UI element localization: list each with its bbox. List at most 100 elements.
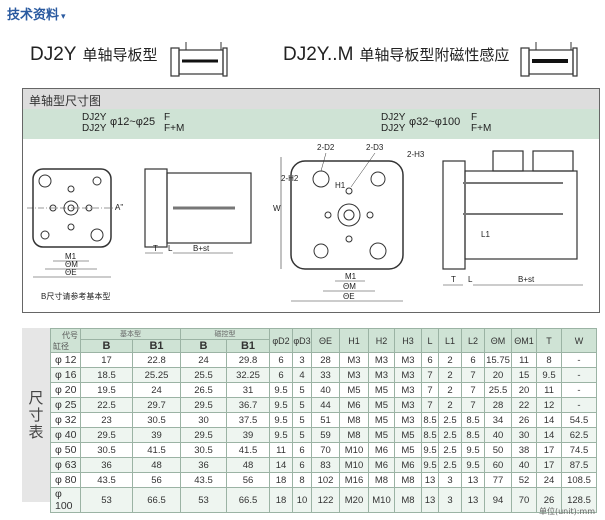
table-cell: 36 [180,457,227,473]
bore-size-cell: φ 40 [50,427,81,443]
table-cell: 66.5 [226,487,270,513]
table-cell: 122 [311,487,340,513]
table-cell: 8 [536,352,562,368]
table-cell: 59 [311,427,340,443]
column-header: W [561,328,597,353]
table-row: φ 80 43.5 56 43.5 56 18 8 102 M16 M8 M8 13 3 13 77 52 24… [50,472,597,488]
table-cell: M6 [339,397,369,413]
table-cell: 7 [461,367,485,383]
column-header: B1 [226,339,270,353]
bore-size-cell: φ 32 [50,412,81,428]
table-cell: 44 [311,397,340,413]
table-cell: 13 [421,487,439,513]
bore-size-cell: φ 80 [50,472,81,488]
table-cell: M8 [339,412,369,428]
table-cell: 11 [511,352,537,368]
table-cell: M5 [368,397,395,413]
bore-size-cell: φ 25 [50,397,81,413]
table-cell: 2.5 [438,442,462,458]
table-cell: 54.5 [561,412,597,428]
product-name: 单轴导板型 [82,47,158,64]
table-cell: M5 [368,412,395,428]
table-cell: 29.5 [180,427,227,443]
table-cell: 52 [511,472,537,488]
table-cell: M3 [394,367,422,383]
table-cell: 14 [269,457,293,473]
table-cell: 17 [80,352,133,368]
table-cell: 30.5 [132,412,181,428]
table-cell: M3 [339,352,369,368]
table-cell: 13 [461,487,485,513]
table-cell: 62.5 [561,427,597,443]
table-cell: M6 [368,442,395,458]
table-cell: 53 [180,487,227,513]
table-cell: 60 [484,457,512,473]
label-w: W [273,204,281,213]
section-title-text: 技术资料 [7,8,60,23]
table-cell: 48 [132,457,181,473]
table-cell: M8 [394,487,422,513]
table-cell: 8.5 [461,427,485,443]
table-cell: 26.5 [180,382,227,398]
label-m1: M1 [65,252,77,261]
drawing-note: B尺寸请参考基本型 [41,291,110,301]
option-fm: F+M [471,123,492,134]
table-cell: 74.5 [561,442,597,458]
table-cell: 15 [511,367,537,383]
table-cell: 83 [311,457,340,473]
table-cell: M6 [368,457,395,473]
table-cell: 2.5 [438,457,462,473]
table-cell: M10 [339,457,369,473]
table-cell: 66.5 [132,487,181,513]
section-title[interactable]: 技术资料 ▾ [7,4,66,23]
label-l: L [168,244,173,253]
table-cell: 24 [132,382,181,398]
table-cell: M8 [339,427,369,443]
table-cell: 24 [180,352,227,368]
model-line: DJ2Y [381,123,406,134]
table-cell: 7 [461,382,485,398]
table-cell: M5 [394,427,422,443]
table-cell: M5 [368,382,395,398]
table-cell: 3 [438,487,462,513]
table-cell: 34 [484,412,512,428]
table-cell: M5 [368,427,395,443]
cylinder-icon [170,42,228,77]
table-cell: 30 [180,412,227,428]
table-cell: 10 [292,487,312,513]
unit-note: 单位(unit):mm [538,507,595,516]
table-cell: M6 [394,457,422,473]
column-header: H2 [368,328,395,353]
table-cell: 33 [311,367,340,383]
label-l: L [468,275,473,284]
table-cell: 9.5 [269,412,293,428]
table-cell: 20 [484,367,512,383]
table-cell: 5 [292,412,312,428]
table-row: φ 100 53 66.5 53 66.5 18 10 122 M20 M10 M8 13 3 13 94 7… [50,487,597,513]
table-cell: 7 [421,367,439,383]
table-cell: 30.5 [180,442,227,458]
column-header: ΘM1 [511,328,537,353]
table-row: φ 50 30.5 41.5 30.5 41.5 11 6 70 M10 M6 M5 9.5 2.5 9.… [50,442,597,458]
table-cell: 25.5 [484,382,512,398]
label-a: A" [115,203,123,212]
table-cell: 43.5 [80,472,133,488]
table-cell: 26 [511,412,537,428]
option-f: F [164,112,171,123]
table-cell: M3 [394,412,422,428]
column-header: B [80,339,133,353]
column-header: ΘM [484,328,512,353]
column-header: H1 [339,328,369,353]
table-cell: 5 [292,397,312,413]
table-cell: 26 [536,487,562,513]
table-cell: 9.5 [461,457,485,473]
table-cell: 51 [311,412,340,428]
table-cell: 70 [511,487,537,513]
dimension-table: 代号 缸径 基本型 磁控型 φD2 φD3 ΘE H1 H2 H3 L L1 L2 ΘM ΘM1 T W … [50,328,597,513]
table-cell: 11 [536,382,562,398]
table-cell: 8 [292,472,312,488]
table-cell: 2.5 [438,427,462,443]
table-cell: 13 [421,472,439,488]
front-view-large [290,160,404,270]
table-cell: 6 [269,367,293,383]
